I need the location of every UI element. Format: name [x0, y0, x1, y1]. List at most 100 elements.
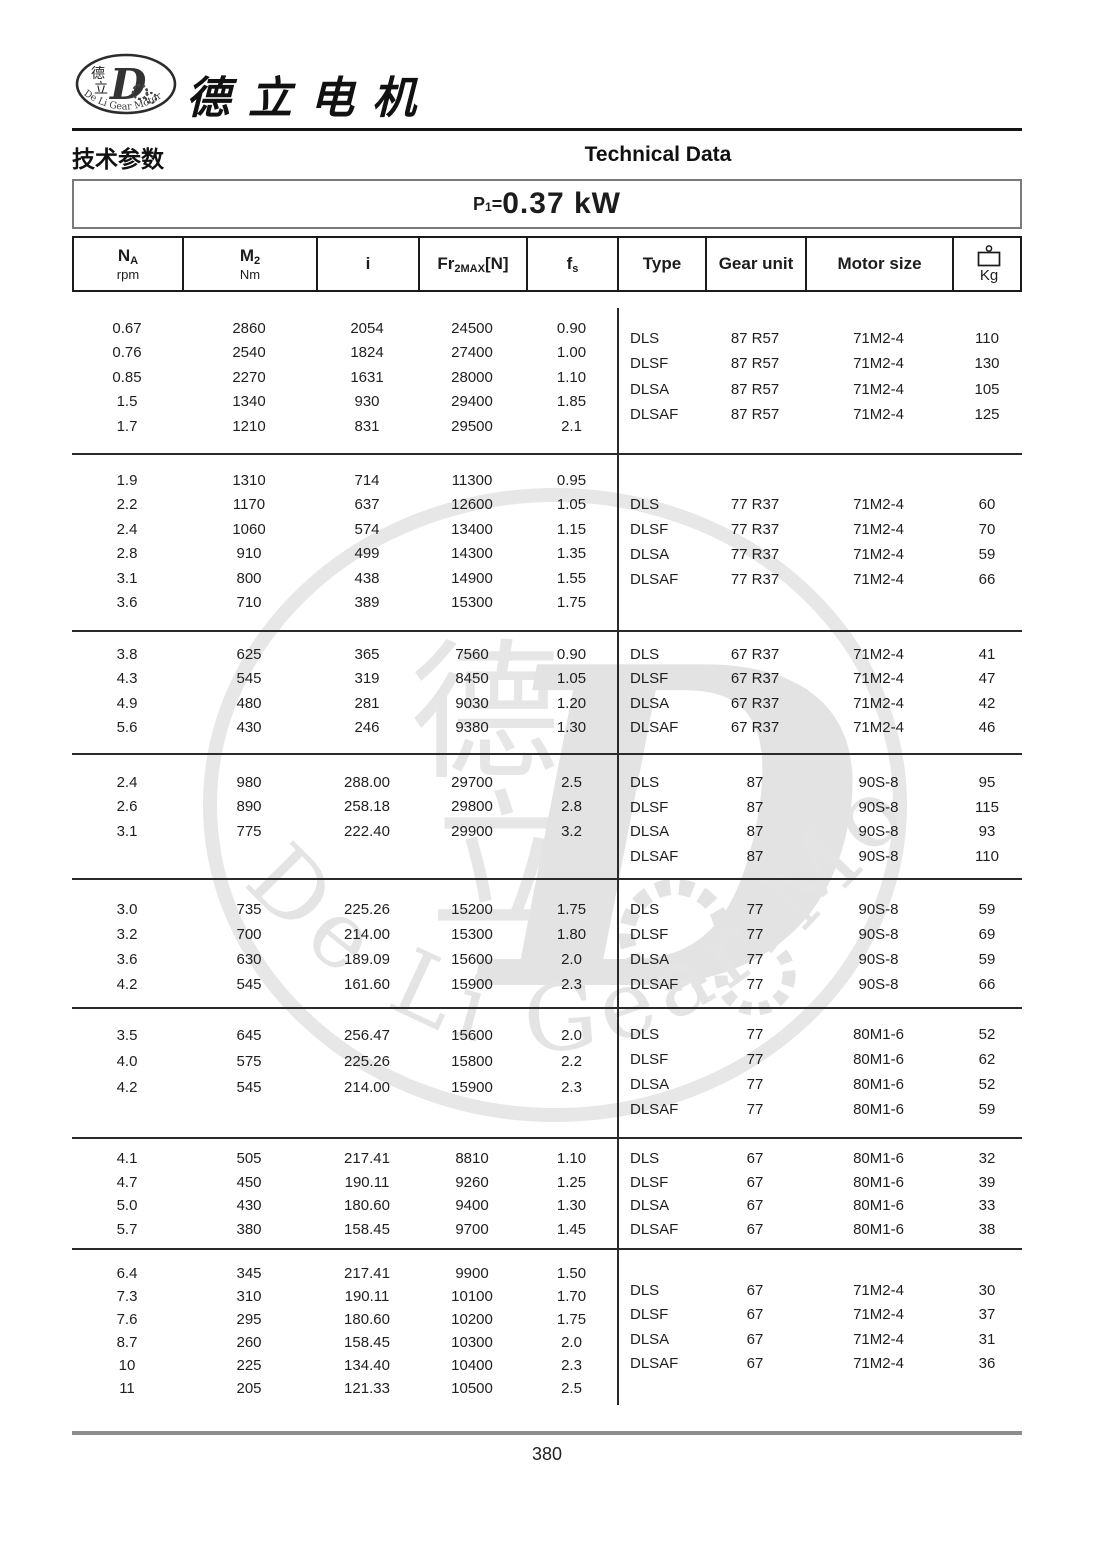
motor-size-cell: 90S-8 — [858, 798, 899, 816]
m2-cell: 450 — [236, 1173, 262, 1191]
m2-cell: 545 — [236, 670, 262, 688]
na-cell: 1.7 — [116, 417, 138, 435]
fs-cell: 1.75 — [556, 594, 587, 612]
fr2max-cell: 10200 — [451, 1311, 493, 1328]
m2-cell: 1340 — [232, 393, 266, 411]
column-header-weight: Kg — [954, 238, 1024, 290]
model-rows: DLS 67 80M1-6 32 DLSF 67 80M1-6 39 DLSA 67 80M1-6 3… — [617, 1147, 1022, 1241]
fr2max-cell: 29900 — [451, 822, 493, 840]
fs-cell: 3.2 — [561, 822, 582, 840]
fr2max-cell: 15300 — [451, 594, 493, 612]
fr2max-cell: 9700 — [455, 1220, 489, 1238]
na-cell: 4.2 — [116, 976, 138, 993]
type-cell: DLS — [630, 901, 660, 918]
gear-unit-label: Gear unit — [718, 254, 794, 274]
gear-unit-cell: 87 R57 — [730, 380, 780, 398]
na-cell: 0.85 — [112, 368, 142, 386]
footer-divider — [72, 1431, 1022, 1435]
model-rows: DLS 77 90S-8 59 DLSF 77 90S-8 69 DLSA 77 90S-8 59 DL… — [617, 897, 1022, 997]
i-cell: 214.00 — [344, 926, 390, 943]
fs-cell: 1.10 — [556, 368, 587, 386]
i-cell: 190.11 — [344, 1173, 390, 1191]
fr2max-cell: 29700 — [451, 773, 493, 791]
m2-cell: 310 — [236, 1288, 262, 1305]
motor-size-cell: 80M1-6 — [853, 1026, 904, 1043]
na-cell: 3.1 — [116, 822, 138, 840]
fs-cell: 2.8 — [561, 798, 582, 816]
fs-cell: 1.00 — [556, 344, 587, 362]
data-group-1: 0.67 2860 2054 24500 0.90 0.76 2540 1824 27400 1.… — [72, 305, 1022, 453]
weight-cell: 62 — [978, 1051, 996, 1068]
i-cell: 225.26 — [344, 901, 390, 918]
fs-cell: 1.20 — [556, 694, 587, 712]
motor-size-cell: 80M1-6 — [853, 1076, 904, 1093]
gear-unit-cell: 67 — [746, 1330, 764, 1348]
motor-size-cell: 71M2-4 — [853, 355, 904, 373]
type-cell: DLSA — [630, 951, 670, 968]
fr2max-cell: 15200 — [451, 901, 493, 918]
na-cell: 7.3 — [116, 1288, 138, 1305]
weight-unit: Kg — [979, 266, 999, 284]
weight-cell: 95 — [978, 773, 996, 791]
m2-cell: 645 — [236, 1026, 262, 1044]
motor-size-cell: 71M2-4 — [853, 546, 904, 563]
motor-size-cell: 80M1-6 — [853, 1220, 904, 1238]
gear-unit-cell: 77 R37 — [730, 496, 780, 513]
motor-size-cell: 90S-8 — [858, 823, 899, 841]
motor-size-label: Motor size — [837, 254, 922, 274]
m2-cell: 2270 — [232, 368, 266, 386]
fr2max-cell: 13400 — [451, 520, 493, 538]
i-cell: 180.60 — [344, 1197, 390, 1215]
data-group-8: 6.4 345 217.41 9900 1.50 7.3 310 190.11 10100 1.7… — [72, 1250, 1022, 1408]
m2-cell: 980 — [236, 773, 262, 791]
m2-cell: 1170 — [232, 496, 266, 514]
fs-cell: 2.3 — [561, 1078, 582, 1096]
fr2max-cell: 14900 — [451, 569, 493, 587]
i-cell: 225.26 — [344, 1052, 390, 1070]
m2-subscript: 2 — [254, 254, 261, 267]
m2-cell: 380 — [236, 1220, 262, 1238]
m2-cell: 345 — [236, 1265, 262, 1282]
fr2max-cell: 27400 — [451, 344, 493, 362]
data-group-4: 2.4 980 288.00 29700 2.5 2.6 890 258.18 29800 2.8… — [72, 755, 1022, 878]
weight-cell: 130 — [974, 355, 1000, 373]
na-cell: 10 — [118, 1357, 136, 1374]
fr2max-cell: 8450 — [455, 670, 489, 688]
weight-cell: 110 — [975, 847, 999, 865]
na-cell: 4.2 — [116, 1078, 138, 1096]
gear-unit-cell: 67 — [746, 1150, 764, 1168]
fr2max-cell: 15300 — [451, 926, 493, 943]
na-cell: 5.7 — [116, 1220, 138, 1238]
m2-cell: 545 — [236, 976, 262, 993]
weight-cell: 59 — [978, 546, 996, 563]
page-number: 380 — [531, 1444, 563, 1464]
performance-rows: 4.1 505 217.41 8810 1.10 4.7 450 190.11 9260 1.25… — [72, 1147, 617, 1241]
data-group-6: 3.5 645 256.47 15600 2.0 4.0 575 225.26 15800 2.2… — [72, 1009, 1022, 1137]
fr2max-cell: 9030 — [455, 694, 489, 712]
column-header-i: i — [318, 238, 420, 290]
gear-unit-cell: 67 — [746, 1197, 764, 1215]
fr2max-cell: 9400 — [455, 1197, 489, 1215]
weight-cell: 31 — [978, 1330, 996, 1348]
fs-cell: 1.05 — [556, 496, 587, 514]
gear-unit-cell: 87 — [746, 773, 764, 791]
motor-size-cell: 71M2-4 — [853, 406, 904, 424]
model-rows: DLS 67 R37 71M2-4 41 DLSF 67 R37 71M2-4 47 DLSA 6… — [617, 642, 1022, 740]
motor-size-cell: 90S-8 — [858, 976, 899, 993]
svg-text:德: 德 — [91, 66, 105, 82]
fs-cell: 1.30 — [556, 719, 587, 737]
motor-size-cell: 80M1-6 — [853, 1173, 904, 1191]
i-cell: 2054 — [350, 319, 384, 337]
weight-cell: 115 — [975, 798, 999, 816]
motor-size-cell: 71M2-4 — [853, 670, 904, 688]
na-symbol: N — [117, 245, 131, 265]
fr-unit-bracket: [N] — [484, 253, 509, 273]
i-cell: 319 — [354, 670, 380, 688]
fr2max-cell: 8810 — [455, 1150, 489, 1168]
fr2max-cell: 11300 — [451, 471, 493, 489]
i-cell: 365 — [354, 645, 380, 663]
motor-size-cell: 80M1-6 — [853, 1051, 904, 1068]
type-cell: DLS — [630, 773, 660, 791]
gear-unit-cell: 67 R37 — [730, 719, 780, 737]
m2-cell: 2860 — [232, 319, 266, 337]
